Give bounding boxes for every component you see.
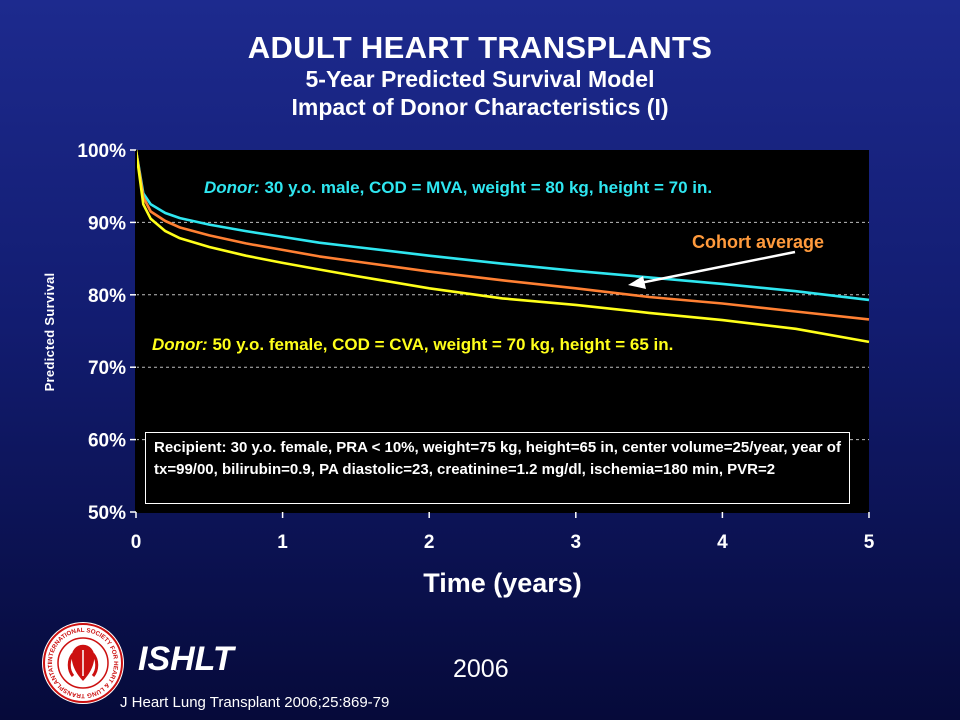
footer-year: 2006: [453, 655, 509, 683]
x-axis-label: Time (years): [423, 568, 582, 598]
title-block: ADULT HEART TRANSPLANTS 5-Year Predicted…: [0, 30, 960, 121]
cohort-average-label: Cohort average: [692, 232, 825, 252]
recipient-box: Recipient: 30 y.o. female, PRA < 10%, we…: [145, 432, 850, 504]
donor-top-text: 30 y.o. male, COD = MVA, weight = 80 kg,…: [264, 178, 713, 197]
y-tick-label: 90%: [88, 213, 126, 234]
org-name: ISHLT: [138, 640, 234, 678]
citation: J Heart Lung Transplant 2006;25:869-79: [120, 694, 390, 711]
y-tick-label: 100%: [77, 141, 126, 162]
donor-bottom-lead: Donor:: [152, 335, 208, 354]
donor-annotation-top: Donor: 30 y.o. male, COD = MVA, weight =…: [204, 178, 712, 198]
cohort-arrow-shaft: [639, 250, 796, 285]
heart-lung-icon: [70, 643, 96, 684]
series-layer: [134, 149, 870, 344]
x-tick-label: 4: [717, 532, 728, 553]
x-tick-label: 1: [277, 532, 288, 553]
y-tick-label: 60%: [88, 431, 126, 452]
series-line-2: [134, 149, 870, 321]
page-subtitle-2: Impact of Donor Characteristics (I): [291, 94, 669, 120]
x-tick-label: 5: [864, 532, 875, 553]
x-tick-label: 2: [424, 532, 435, 553]
donor-bottom-text: 50 y.o. female, COD = CVA, weight = 70 k…: [212, 335, 674, 354]
page-title: ADULT HEART TRANSPLANTS: [247, 30, 713, 65]
series-line-3: [134, 149, 870, 344]
axes: [135, 150, 869, 513]
cohort-arrow-head: [628, 276, 646, 289]
y-axis-label: Predicted Survival: [42, 272, 57, 392]
page-subtitle-1: 5-Year Predicted Survival Model: [305, 66, 655, 92]
y-tick-label: 70%: [88, 358, 126, 379]
donor-top-lead: Donor:: [204, 178, 260, 197]
x-tick-labels: 0 1 2 3 4 5: [131, 512, 875, 553]
cohort-arrow: [628, 250, 796, 289]
y-tick-label: 80%: [88, 286, 126, 307]
y-tick-labels: 50% 60% 70% 80% 90% 100%: [77, 141, 136, 524]
x-tick-label: 3: [571, 532, 582, 553]
x-tick-label: 0: [131, 532, 142, 553]
ishlt-logo: INTERNATIONAL SOCIETY FOR HEART & LUNG T…: [40, 620, 124, 704]
series-line-1: [134, 149, 870, 302]
y-tick-label: 50%: [88, 503, 126, 524]
donor-annotation-bottom: Donor: 50 y.o. female, COD = CVA, weight…: [152, 335, 673, 355]
